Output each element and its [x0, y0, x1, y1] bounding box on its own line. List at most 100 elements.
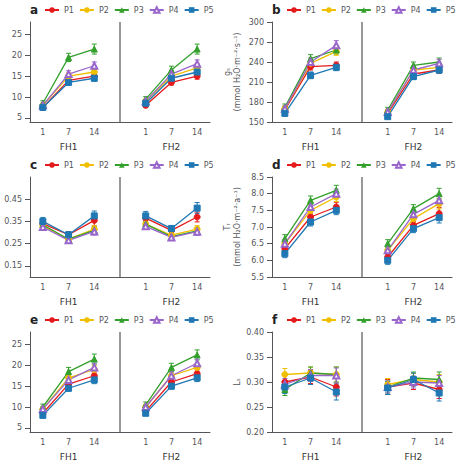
svg-text:FH1: FH1 — [60, 297, 78, 307]
svg-text:7: 7 — [411, 283, 416, 292]
svg-text:0.20: 0.20 — [246, 428, 264, 437]
svg-text:P5: P5 — [446, 316, 456, 325]
svg-text:5: 5 — [17, 423, 22, 432]
svg-text:0.35: 0.35 — [4, 217, 22, 226]
svg-text:0.25: 0.25 — [4, 239, 22, 248]
svg-text:14: 14 — [331, 438, 341, 447]
svg-text:1: 1 — [143, 128, 148, 137]
svg-text:14: 14 — [192, 438, 202, 447]
svg-text:8.5: 8.5 — [251, 173, 264, 182]
svg-text:0.15: 0.15 — [4, 261, 22, 270]
svg-text:25: 25 — [12, 340, 22, 349]
svg-text:14: 14 — [331, 128, 341, 137]
svg-text:P1: P1 — [64, 161, 74, 170]
svg-text:14: 14 — [89, 283, 99, 292]
svg-text:P4: P4 — [411, 161, 421, 170]
svg-text:P5: P5 — [446, 161, 456, 170]
svg-text:FH1: FH1 — [60, 452, 78, 462]
svg-text:7: 7 — [169, 283, 174, 292]
svg-text:P1: P1 — [306, 161, 316, 170]
svg-text:P5: P5 — [446, 6, 456, 15]
svg-text:P1: P1 — [64, 316, 74, 325]
svg-text:5: 5 — [17, 113, 22, 122]
svg-text:(mmol H₂O·m⁻²·s⁻¹): (mmol H₂O·m⁻²·s⁻¹) — [233, 33, 242, 112]
svg-text:1: 1 — [40, 283, 45, 292]
svg-text:FH2: FH2 — [163, 142, 181, 152]
svg-text:P5: P5 — [204, 6, 214, 15]
svg-text:7: 7 — [66, 283, 71, 292]
svg-text:7: 7 — [66, 438, 71, 447]
svg-text:5.5: 5.5 — [251, 273, 264, 282]
svg-text:0.25: 0.25 — [246, 403, 264, 412]
svg-text:P2: P2 — [341, 316, 351, 325]
svg-text:6.0: 6.0 — [251, 256, 264, 265]
svg-text:6.5: 6.5 — [251, 239, 264, 248]
svg-text:FH1: FH1 — [302, 452, 320, 462]
svg-text:FH1: FH1 — [60, 142, 78, 152]
svg-text:1: 1 — [282, 438, 287, 447]
svg-text:1: 1 — [385, 438, 390, 447]
svg-text:P3: P3 — [134, 161, 144, 170]
svg-text:FH2: FH2 — [405, 142, 423, 152]
svg-text:P3: P3 — [376, 161, 386, 170]
svg-text:P4: P4 — [169, 316, 179, 325]
svg-text:7.5: 7.5 — [251, 206, 264, 215]
svg-text:f: f — [272, 313, 278, 327]
svg-text:P5: P5 — [204, 161, 214, 170]
svg-text:b: b — [272, 3, 281, 17]
svg-text:14: 14 — [89, 128, 99, 137]
svg-text:20: 20 — [12, 51, 22, 60]
svg-text:1: 1 — [143, 438, 148, 447]
svg-text:7: 7 — [411, 438, 416, 447]
svg-text:P4: P4 — [411, 316, 421, 325]
svg-text:150: 150 — [249, 118, 264, 127]
svg-text:7: 7 — [66, 128, 71, 137]
svg-text:FH2: FH2 — [405, 452, 423, 462]
svg-text:e: e — [30, 313, 38, 327]
svg-text:14: 14 — [434, 128, 444, 137]
svg-text:1: 1 — [385, 283, 390, 292]
svg-text:0.30: 0.30 — [246, 378, 264, 387]
svg-text:14: 14 — [192, 283, 202, 292]
svg-text:7.0: 7.0 — [251, 223, 264, 232]
svg-text:300: 300 — [249, 18, 264, 27]
svg-text:FH2: FH2 — [405, 297, 423, 307]
svg-text:7: 7 — [308, 128, 313, 137]
svg-text:P4: P4 — [169, 6, 179, 15]
svg-text:P2: P2 — [99, 6, 109, 15]
svg-text:a: a — [30, 3, 38, 17]
svg-text:FH1: FH1 — [302, 297, 320, 307]
svg-text:(mmol H₂O·m⁻²·a⁻¹): (mmol H₂O·m⁻²·a⁻¹) — [233, 187, 242, 267]
svg-text:1: 1 — [385, 128, 390, 137]
svg-text:Tᵣ: Tᵣ — [223, 223, 232, 232]
svg-text:7: 7 — [169, 128, 174, 137]
svg-text:gₛ: gₛ — [223, 68, 232, 76]
svg-text:P3: P3 — [376, 316, 386, 325]
svg-text:0.45: 0.45 — [4, 195, 22, 204]
svg-text:10: 10 — [12, 93, 22, 102]
svg-text:14: 14 — [434, 283, 444, 292]
svg-text:7: 7 — [308, 438, 313, 447]
svg-text:0.35: 0.35 — [246, 353, 264, 362]
svg-text:0.40: 0.40 — [246, 328, 264, 337]
svg-text:1: 1 — [143, 283, 148, 292]
svg-text:P3: P3 — [134, 316, 144, 325]
svg-text:7: 7 — [411, 128, 416, 137]
svg-text:FH2: FH2 — [163, 297, 181, 307]
svg-text:15: 15 — [12, 72, 22, 81]
svg-text:10: 10 — [12, 403, 22, 412]
svg-text:P4: P4 — [411, 6, 421, 15]
svg-text:240: 240 — [249, 58, 264, 67]
svg-text:1: 1 — [40, 438, 45, 447]
svg-text:14: 14 — [434, 438, 444, 447]
svg-text:7: 7 — [169, 438, 174, 447]
svg-text:Lₛ: Lₛ — [233, 378, 242, 385]
svg-text:25: 25 — [12, 30, 22, 39]
svg-text:P2: P2 — [99, 161, 109, 170]
svg-text:P3: P3 — [134, 6, 144, 15]
svg-text:P5: P5 — [204, 316, 214, 325]
svg-text:14: 14 — [331, 283, 341, 292]
svg-text:P1: P1 — [306, 316, 316, 325]
svg-text:P2: P2 — [341, 6, 351, 15]
svg-text:c: c — [30, 158, 37, 172]
